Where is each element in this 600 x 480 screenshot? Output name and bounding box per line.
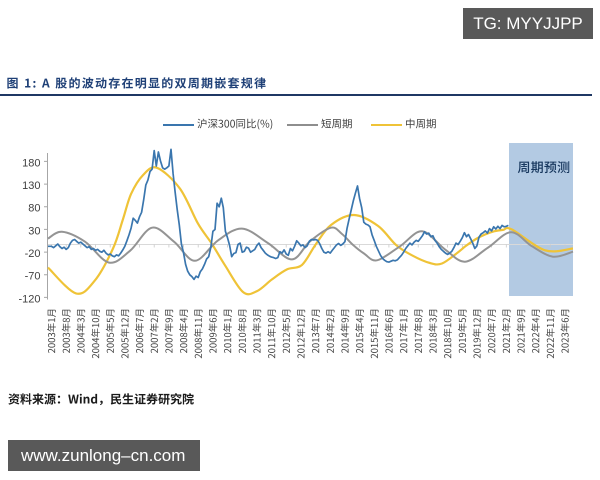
svg-text:-120: -120 — [18, 293, 40, 305]
svg-text:-70: -70 — [25, 271, 41, 283]
svg-text:180: 180 — [22, 157, 40, 169]
svg-text:80: 80 — [28, 203, 40, 215]
svg-text:-20: -20 — [25, 248, 41, 260]
svg-text:30: 30 — [28, 225, 40, 237]
svg-text:130: 130 — [22, 180, 40, 192]
